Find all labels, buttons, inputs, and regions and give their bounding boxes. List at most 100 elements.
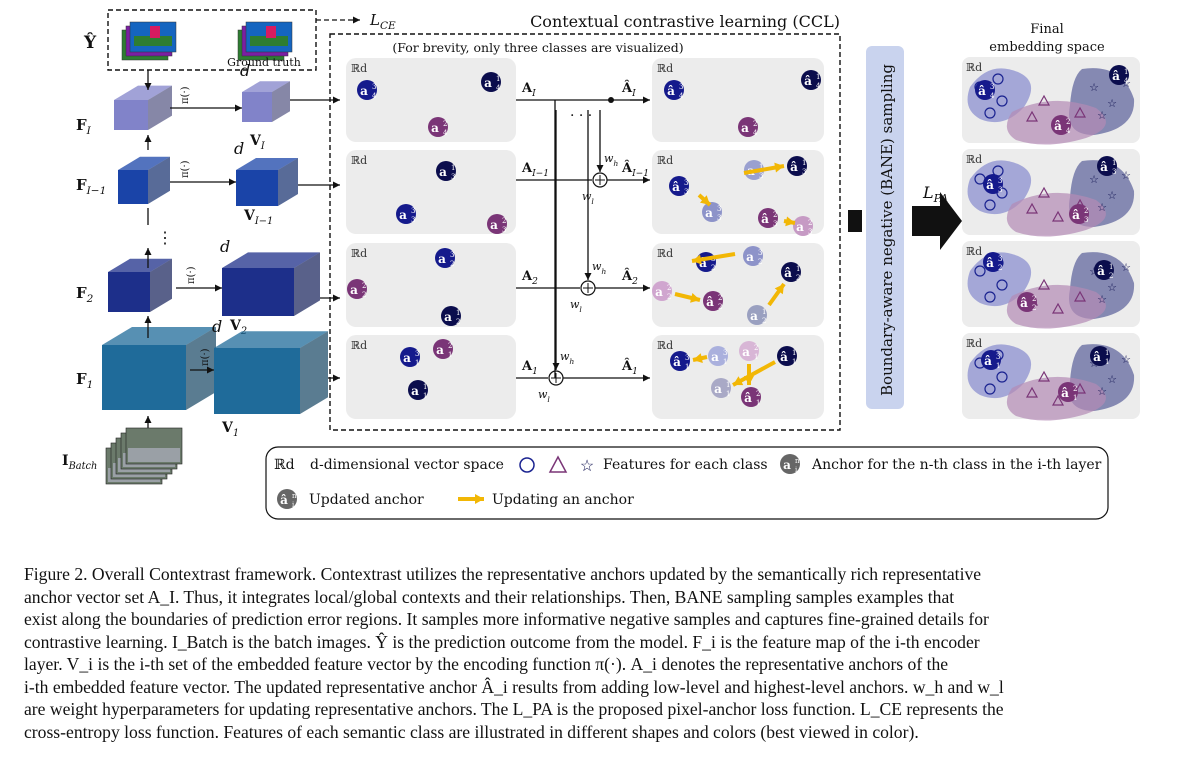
wl-label: wl <box>582 190 594 206</box>
batch-label: IBatch <box>62 453 97 472</box>
anchor-glyph: a <box>711 350 719 364</box>
anchor-layer-index: 2 <box>711 264 715 272</box>
ground-truth-image <box>237 21 293 61</box>
class-feature-star: ☆ <box>1097 201 1107 214</box>
anchor-class-index: 2 <box>362 282 366 290</box>
anchor-glyph: a <box>705 206 713 220</box>
anchor-glyph: a <box>655 285 663 299</box>
arrowhead <box>333 181 340 189</box>
anchor-node: â 21 <box>1058 382 1078 402</box>
anchor-class-index: 2 <box>808 219 812 227</box>
updated-panel <box>652 58 824 142</box>
class-feature-star: ☆ <box>1121 353 1131 366</box>
class-feature-triangle <box>1025 110 1039 122</box>
class-feature-circle <box>996 371 1008 383</box>
anchor-glyph: a <box>490 218 498 232</box>
encoding-function-label: π(·) <box>186 266 197 284</box>
anchor-class-index: 3 <box>723 349 727 357</box>
anchor-class-index: 3 <box>717 205 721 213</box>
anchor-class-index: 3 <box>685 354 689 362</box>
anchor-node: a 12 <box>441 306 461 326</box>
arrowhead <box>144 416 152 423</box>
feature-map-label: F1 <box>76 370 93 391</box>
anchor-layer-index: 2 <box>758 258 762 266</box>
anchor-layer-index: 2 <box>667 293 671 301</box>
anchor-class-index: 2 <box>773 211 777 219</box>
caption-line: are weight hyperparameters for updating … <box>24 699 1004 719</box>
legend-updated-text: Updated anchor <box>309 492 424 508</box>
anchor-set-label: A1 <box>521 359 538 377</box>
anchor-node: â 13 <box>1097 156 1117 176</box>
anchor-glyph: â <box>761 212 769 226</box>
arrowhead <box>353 16 360 24</box>
anchor-class-index: 2 <box>667 284 671 292</box>
class-feature-star: ☆ <box>1121 169 1131 182</box>
anchor-class-index: 2 <box>753 120 757 128</box>
bane-sampling-block <box>866 46 904 409</box>
anchor-glyph: a <box>484 76 492 90</box>
class-feature-star: ☆ <box>1107 373 1117 386</box>
anchor-node: â 12 <box>1094 260 1114 280</box>
anchor-glyph: a <box>360 84 368 98</box>
space-symbol: ℝd <box>657 247 673 260</box>
class-feature-triangle <box>1073 290 1087 302</box>
class-feature-star: ☆ <box>1107 97 1117 110</box>
anchor-node: â 22 <box>1017 292 1037 312</box>
pa-arrow <box>912 192 962 250</box>
anchor-class-index: 1 <box>762 308 766 316</box>
anchor-class-index: 2 <box>448 342 452 350</box>
class-feature-circle <box>996 279 1008 291</box>
anchor-node: â 22 <box>703 291 723 311</box>
anchor-glyph: a <box>783 458 791 472</box>
anchor-layer-index: 2 <box>362 291 366 299</box>
anchor-layer-index: i <box>795 466 798 474</box>
wh-label: wh <box>592 260 606 276</box>
anchor-class-index: 3 <box>684 179 688 187</box>
branch-dot <box>608 97 614 103</box>
anchor-node: a 21 <box>739 341 759 361</box>
anchor-node: â 34 <box>664 80 684 100</box>
anchor-node: a 24 <box>738 117 758 137</box>
anchor-node: a 31 <box>708 346 728 366</box>
anchor-node: â 11 <box>777 346 797 366</box>
wl-label: wl <box>538 388 550 404</box>
embedded-vector-label: VI−1 <box>243 208 273 227</box>
anchor-layer-index: 2 <box>1109 272 1113 280</box>
ccl-title: Contextual contrastive learning (CCL) <box>530 12 840 31</box>
y-hat-label: Ŷ <box>83 32 97 53</box>
space-symbol: ℝd <box>657 62 673 75</box>
anchor-glyph: â <box>744 391 752 405</box>
updated-anchor-label: Â1 <box>621 358 638 377</box>
anchor-class-index: 1 <box>456 309 460 317</box>
anchor-glyph: â <box>1020 296 1028 310</box>
class-feature-circle <box>984 199 996 211</box>
arrowhead <box>699 195 710 205</box>
anchor-layer-index: 2 <box>762 317 766 325</box>
anchor-node: a 22 <box>347 279 367 299</box>
feature-map-label: FI <box>76 116 92 137</box>
embedding-panel <box>346 335 516 419</box>
arrowhead <box>643 284 650 292</box>
anchor-class-index: 2 <box>718 294 722 302</box>
anchor-layer-index: 4 <box>443 129 448 137</box>
anchor-class-index: 3 <box>415 350 419 358</box>
updated-panel <box>652 150 824 234</box>
anchor-node: a 34 <box>357 80 377 100</box>
arrowhead <box>596 165 604 172</box>
anchor-class-index: 1 <box>1105 349 1109 357</box>
anchor-layer-index: 1 <box>1073 394 1077 402</box>
space-symbol: ℝd <box>351 62 367 75</box>
caption-line: Figure 2. Overall Contextrast framework.… <box>24 564 982 584</box>
ccl-box <box>329 33 841 431</box>
anchor-node: â 14 <box>1109 65 1129 85</box>
embedding-panel <box>346 58 516 142</box>
ellipsis: · · · <box>570 108 592 124</box>
arrowhead <box>643 96 650 104</box>
embedding-panel <box>346 243 516 327</box>
class-region-3 <box>967 252 1032 307</box>
space-symbol: ℝd <box>966 153 982 166</box>
anchor-node: â 13 <box>787 156 807 176</box>
class-feature-triangle <box>1037 186 1051 198</box>
anchor-class-index: 1 <box>1109 263 1113 271</box>
